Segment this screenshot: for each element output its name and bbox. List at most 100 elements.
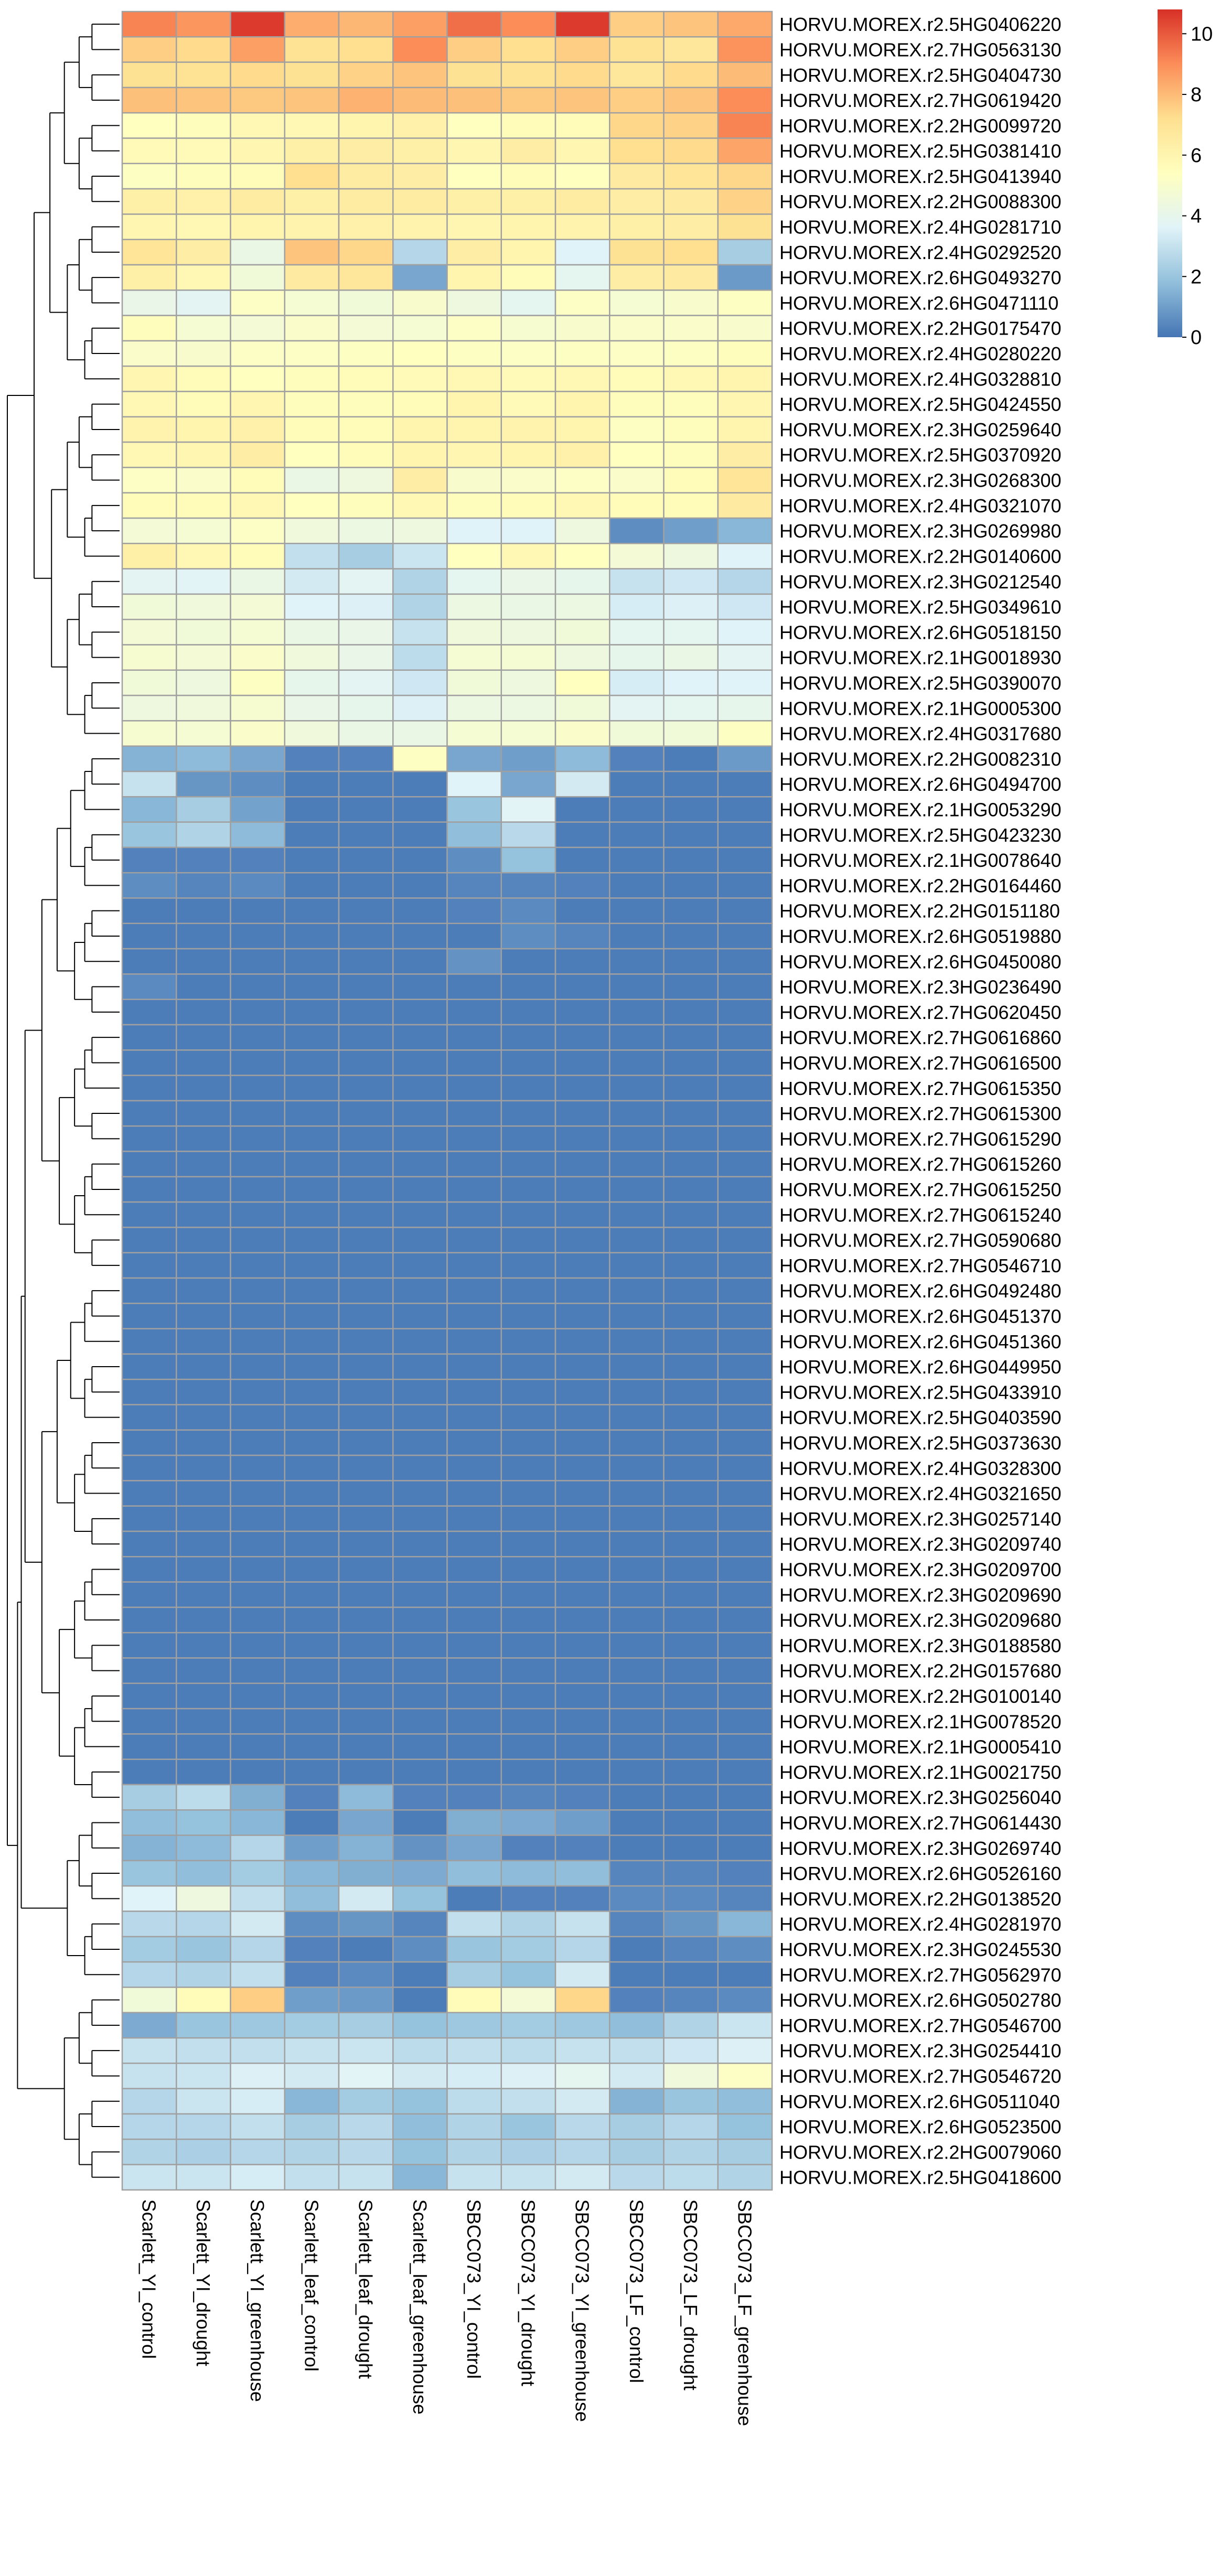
heatmap-cell (554, 416, 611, 443)
heatmap-cell (554, 2164, 611, 2191)
heatmap-cell (176, 897, 231, 925)
heatmap-cell (176, 1024, 231, 1051)
heatmap-cell (176, 36, 231, 63)
row-label: HORVU.MOREX.r2.3HG0259640 (779, 419, 1062, 441)
heatmap-cell (230, 1530, 285, 1558)
heatmap-cell (392, 618, 448, 646)
heatmap-cell (717, 999, 773, 1026)
heatmap-cell (176, 87, 231, 114)
heatmap-cell (121, 999, 177, 1026)
heatmap-cell (500, 1530, 556, 1558)
heatmap-cell (609, 188, 665, 215)
heatmap-cell (446, 1758, 502, 1786)
heatmap-cell (717, 36, 773, 63)
row-label: HORVU.MOREX.r2.1HG0053290 (779, 799, 1062, 821)
row-label: HORVU.MOREX.r2.3HG0209740 (779, 1533, 1062, 1555)
heatmap-cell (121, 391, 177, 418)
heatmap-cell (338, 340, 394, 367)
heatmap-cell (284, 543, 340, 570)
heatmap-cell (392, 1454, 448, 1482)
heatmap-cell (284, 948, 340, 975)
heatmap-cell (609, 1834, 665, 1862)
heatmap-cell (230, 1961, 285, 1988)
heatmap-cell (176, 1632, 231, 1659)
heatmap-cell (230, 1606, 285, 1634)
heatmap-cell (663, 2037, 719, 2064)
heatmap-cell (176, 720, 231, 747)
heatmap-cell (609, 1075, 665, 1102)
heatmap-cell (392, 1024, 448, 1051)
row-label: HORVU.MOREX.r2.5HG0404730 (779, 65, 1062, 86)
heatmap-cell (338, 2164, 394, 2191)
heatmap-cell (176, 2037, 231, 2064)
heatmap-cell (230, 1809, 285, 1836)
heatmap-cell (230, 1581, 285, 1608)
heatmap-cell (284, 1480, 340, 1507)
heatmap-cell (121, 644, 177, 671)
heatmap-cell (338, 1708, 394, 1735)
heatmap-cell (284, 1049, 340, 1076)
heatmap-cell (446, 1936, 502, 1963)
heatmap-cell (500, 1809, 556, 1836)
heatmap-cell (663, 137, 719, 165)
heatmap-cell (338, 1834, 394, 1862)
heatmap-cell (446, 1328, 502, 1355)
heatmap-cell (717, 1201, 773, 1228)
heatmap-cell (554, 1987, 611, 2013)
heatmap-cell (663, 239, 719, 266)
heatmap-cell (284, 973, 340, 1000)
row-label: HORVU.MOREX.r2.7HG0546710 (779, 1255, 1062, 1276)
heatmap-cell (609, 1581, 665, 1608)
heatmap-cell (176, 1961, 231, 1988)
heatmap-cell (230, 1758, 285, 1786)
heatmap-cell (717, 1860, 773, 1887)
heatmap-cell (392, 2138, 448, 2165)
row-label: HORVU.MOREX.r2.3HG0269980 (779, 520, 1062, 542)
heatmap-cell (717, 846, 773, 874)
heatmap-cell (392, 1429, 448, 1456)
column-label: Scarlett_YI_drought (192, 2199, 214, 2366)
row-label: HORVU.MOREX.r2.3HG0209700 (779, 1559, 1062, 1580)
heatmap-cell (176, 1987, 231, 2013)
heatmap-cell (609, 1480, 665, 1507)
heatmap-cell (284, 669, 340, 696)
heatmap-cell (500, 948, 556, 975)
heatmap-cell (554, 391, 611, 418)
heatmap-cell (446, 1252, 502, 1279)
heatmap-cell (717, 1632, 773, 1659)
heatmap-cell (284, 770, 340, 798)
heatmap-cell (338, 1556, 394, 1583)
heatmap-cell (176, 1151, 231, 1178)
heatmap-cell (176, 1429, 231, 1456)
heatmap-cell (500, 872, 556, 899)
heatmap-cell (338, 188, 394, 215)
heatmap-cell (554, 922, 611, 950)
heatmap-cell (230, 745, 285, 772)
heatmap-cell (609, 745, 665, 772)
heatmap-cell (338, 36, 394, 63)
heatmap-cell (609, 2138, 665, 2165)
heatmap-cell (284, 846, 340, 874)
heatmap-cell (446, 87, 502, 114)
heatmap-cell (230, 1936, 285, 1963)
heatmap-cell (609, 2037, 665, 2064)
heatmap-cell (284, 2012, 340, 2039)
heatmap-cell (609, 467, 665, 493)
heatmap-cell (446, 1834, 502, 1862)
heatmap-cell (392, 922, 448, 950)
heatmap-cell (554, 137, 611, 165)
heatmap-cell (663, 720, 719, 747)
heatmap-cell (121, 2164, 177, 2191)
row-label: HORVU.MOREX.r2.4HG0321650 (779, 1483, 1062, 1505)
heatmap-cell (717, 441, 773, 468)
heatmap-cell (554, 1429, 611, 1456)
heatmap-cell (121, 1480, 177, 1507)
heatmap-cell (121, 2088, 177, 2115)
row-label: HORVU.MOREX.r2.3HG0245530 (779, 1939, 1062, 1960)
heatmap-cell (392, 1530, 448, 1558)
heatmap-cell (230, 770, 285, 798)
heatmap-cell (446, 720, 502, 747)
heatmap-cell (121, 1075, 177, 1102)
heatmap-cell (446, 1176, 502, 1203)
heatmap-cell (609, 821, 665, 849)
